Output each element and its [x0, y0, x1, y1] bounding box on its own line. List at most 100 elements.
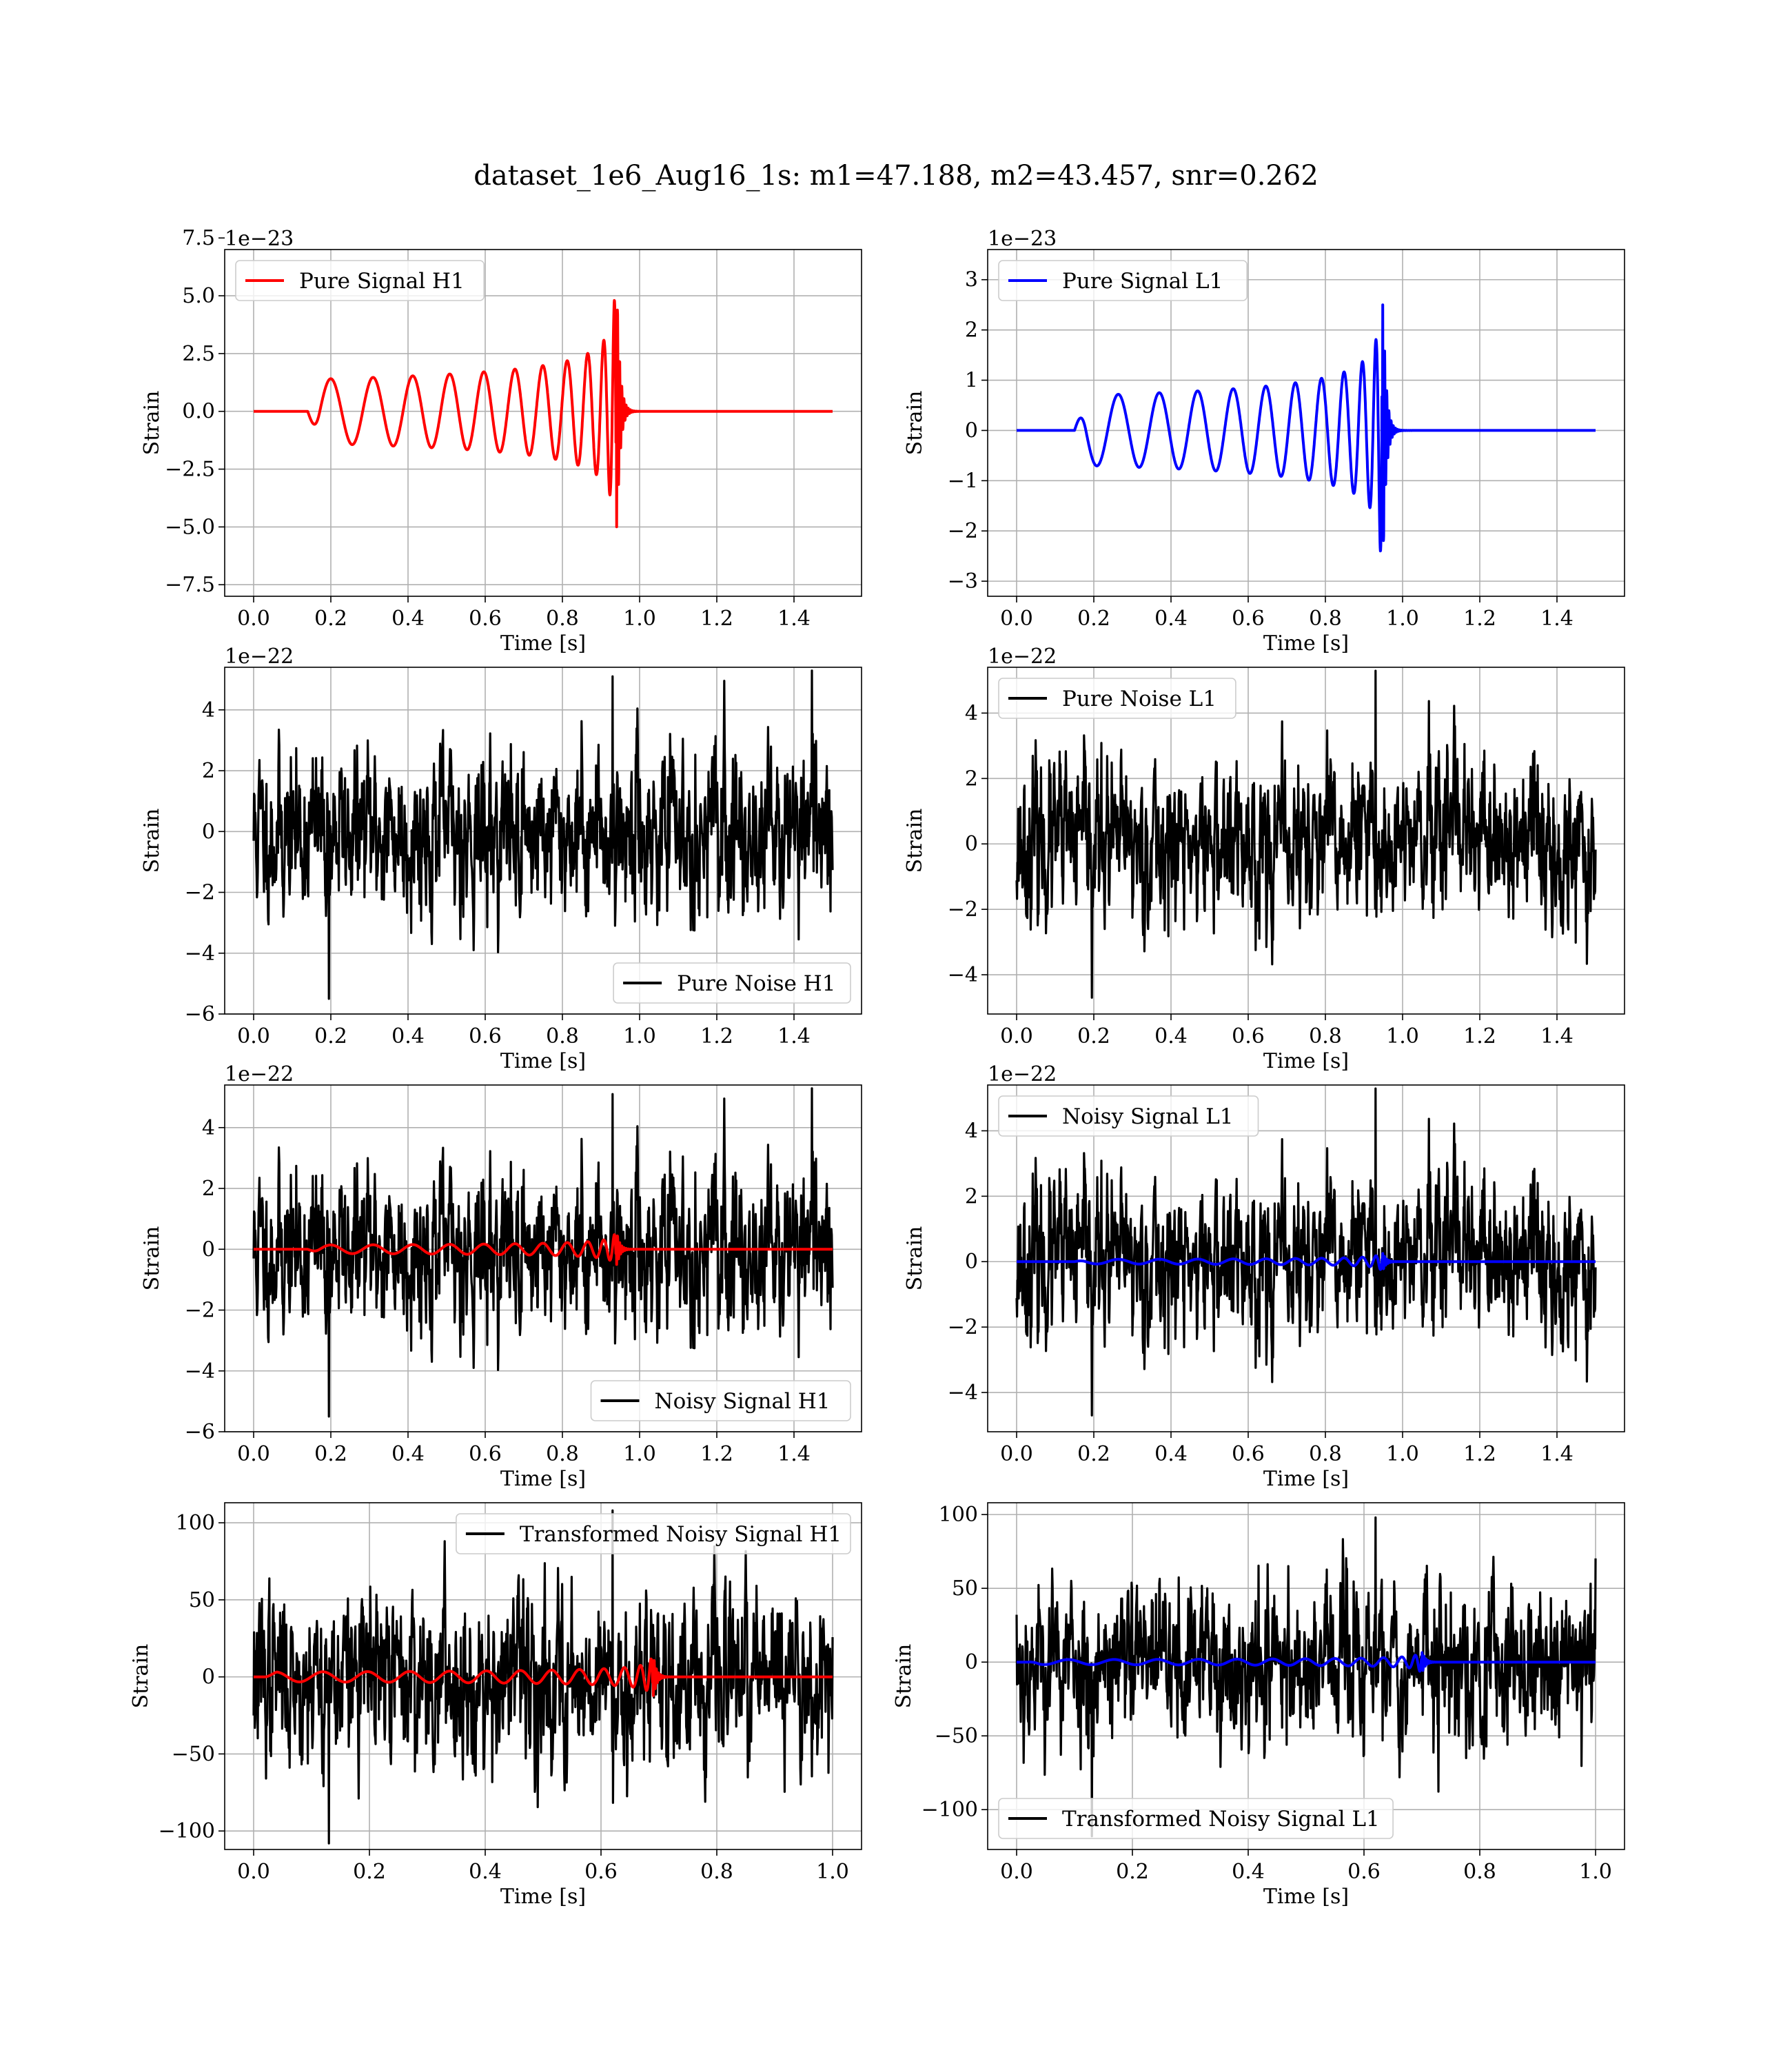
- x-tick-label: 1.4: [777, 1442, 811, 1466]
- axes-frame: [987, 1502, 1625, 1850]
- legend: Pure Noise L1: [998, 678, 1236, 719]
- x-tick-label: 1.2: [1463, 1442, 1496, 1466]
- legend-box: [590, 1380, 851, 1421]
- x-tick-label: 1.4: [1540, 1442, 1574, 1466]
- x-axis-label: Time [s]: [1263, 631, 1349, 656]
- noise-series-line: [1015, 669, 1597, 999]
- x-tick-label: 0.8: [1309, 1442, 1342, 1466]
- subplot-4: 0.0 0.2 0.4 0.6 0.8 1.0 1.2 1.4 −4 −2 0 2 4 Time [s] S…: [903, 645, 1625, 1073]
- y-axis-label: Strain: [903, 1226, 927, 1291]
- y-tick-label: 3: [965, 268, 978, 292]
- subplot-7: 0.0 0.2 0.4 0.6 0.8 1.0 −100 −50 0 50 100 Time [s] S…: [129, 1502, 862, 1909]
- y-axis-label: Strain: [129, 1644, 153, 1709]
- y-tick-label: 2.5: [182, 342, 215, 366]
- y-tick-label: −2: [185, 881, 215, 905]
- legend-box: [998, 260, 1248, 301]
- x-tick-label: 1.0: [816, 1860, 849, 1884]
- x-tick-label: 0.2: [1077, 1024, 1110, 1048]
- x-tick-label: 0.4: [1154, 1442, 1188, 1466]
- y-tick-label: 2: [965, 1184, 978, 1208]
- x-tick-label: 0.0: [237, 607, 270, 631]
- legend: Transformed Noisy Signal H1: [456, 1513, 851, 1554]
- x-tick-label: 0.6: [469, 607, 502, 631]
- y-tick-label: −2.5: [165, 458, 215, 482]
- subplot-8: 0.0 0.2 0.4 0.6 0.8 1.0 −100 −50 0 50 100 Time [s] S…: [892, 1502, 1625, 1909]
- x-tick-label: 1.2: [700, 1024, 733, 1048]
- y-tick-label: −4: [185, 942, 215, 966]
- x-tick-label: 1.2: [1463, 1024, 1496, 1048]
- x-tick-label: 0.6: [1232, 1442, 1265, 1466]
- x-tick-label: 0.2: [1077, 1442, 1110, 1466]
- y-tick-label: −1: [948, 469, 978, 493]
- y-tick-label: 2: [202, 1177, 215, 1201]
- x-tick-label: 1.2: [1463, 607, 1496, 631]
- x-tick-label: 1.0: [623, 1442, 656, 1466]
- y-tick-label: 1: [965, 369, 978, 393]
- y-tick-label: −5.0: [165, 515, 215, 539]
- signal-series-line: [252, 1233, 834, 1266]
- y-offset-label: 1e−22: [225, 645, 294, 669]
- figure-title: dataset_1e6_Aug16_1s: m1=47.188, m2=43.4…: [474, 160, 1318, 192]
- x-tick-label: 0.2: [314, 607, 347, 631]
- signal-series-line: [252, 1657, 834, 1697]
- x-tick-label: 0.6: [584, 1860, 618, 1884]
- x-tick-label: 1.0: [623, 607, 656, 631]
- x-tick-label: 0.8: [1309, 1024, 1342, 1048]
- legend-label: Noisy Signal L1: [1062, 1104, 1234, 1129]
- x-tick-label: 1.2: [700, 1442, 733, 1466]
- x-tick-label: 0.2: [314, 1442, 347, 1466]
- x-axis-label: Time [s]: [500, 1467, 586, 1491]
- y-tick-label: −6: [185, 1002, 215, 1026]
- axes-frame: [224, 249, 862, 597]
- subplot-2: 0.0 0.2 0.4 0.6 0.8 1.0 1.2 1.4 −3 −2 −1 0 1 2 3 Time […: [903, 227, 1625, 656]
- y-axis-label: Strain: [892, 1644, 916, 1709]
- y-tick-label: 0: [965, 1250, 978, 1274]
- x-tick-label: 1.0: [1579, 1860, 1612, 1884]
- x-tick-label: 0.6: [469, 1442, 502, 1466]
- y-offset-label: 1e−23: [225, 227, 294, 251]
- y-tick-label: 2: [202, 759, 215, 783]
- legend-box: [456, 1513, 851, 1554]
- x-tick-label: 0.0: [1000, 607, 1033, 631]
- x-tick-label: 0.8: [546, 1024, 579, 1048]
- legend-label: Transformed Noisy Signal H1: [520, 1522, 842, 1547]
- legend-label: Pure Signal H1: [299, 269, 465, 294]
- y-tick-label: −2: [185, 1299, 215, 1323]
- x-tick-label: 1.4: [777, 1024, 811, 1048]
- x-tick-label: 0.4: [391, 1024, 425, 1048]
- y-tick-label: −50: [172, 1742, 215, 1766]
- y-tick-label: 0: [965, 1650, 978, 1674]
- y-axis-label: Strain: [903, 809, 927, 873]
- axes-frame: [987, 667, 1625, 1015]
- x-tick-label: 0.8: [546, 1442, 579, 1466]
- x-tick-label: 0.0: [237, 1024, 270, 1048]
- y-tick-label: 0: [202, 1665, 215, 1690]
- x-tick-label: 0.6: [1232, 607, 1265, 631]
- legend-label: Transformed Noisy Signal L1: [1062, 1807, 1380, 1832]
- x-tick-label: 0.0: [1000, 1442, 1033, 1466]
- axes-frame: [224, 1502, 862, 1850]
- x-tick-label: 0.4: [1154, 1024, 1188, 1048]
- y-tick-label: 50: [189, 1588, 215, 1612]
- legend-label: Pure Noise L1: [1062, 687, 1216, 711]
- legend-label: Noisy Signal H1: [655, 1389, 831, 1414]
- legend-box: [613, 962, 851, 1004]
- y-tick-label: −100: [922, 1798, 978, 1822]
- x-tick-label: 0.8: [700, 1860, 733, 1884]
- legend: Pure Signal L1: [998, 260, 1248, 301]
- y-tick-label: 7.5: [182, 226, 215, 250]
- y-tick-label: 2: [965, 318, 978, 343]
- x-tick-label: 0.4: [1154, 607, 1188, 631]
- x-tick-label: 0.4: [469, 1860, 502, 1884]
- x-tick-label: 0.0: [1000, 1860, 1033, 1884]
- y-tick-label: −4: [948, 1381, 978, 1405]
- y-tick-label: −3: [948, 569, 978, 594]
- y-axis-label: Strain: [140, 809, 164, 873]
- y-tick-label: −2: [948, 1315, 978, 1339]
- x-axis-label: Time [s]: [500, 1049, 586, 1073]
- x-tick-label: 0.4: [1232, 1860, 1265, 1884]
- x-tick-label: 1.0: [623, 1024, 656, 1048]
- x-axis-label: Time [s]: [1263, 1049, 1349, 1073]
- noise-series-line: [252, 1509, 834, 1845]
